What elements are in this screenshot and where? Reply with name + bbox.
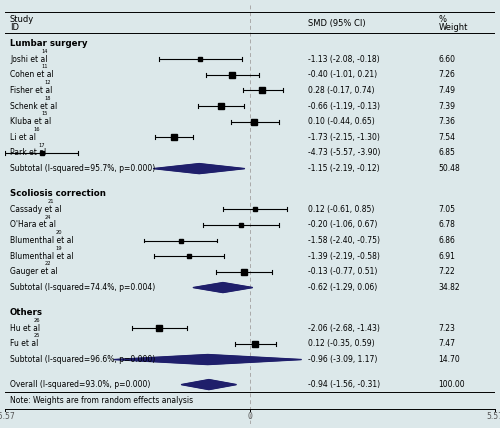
Text: -0.40 (-1.01, 0.21): -0.40 (-1.01, 0.21)	[308, 70, 377, 79]
Text: 7.05: 7.05	[438, 205, 456, 214]
Text: 24: 24	[44, 214, 51, 220]
Text: -2.06 (-2.68, -1.43): -2.06 (-2.68, -1.43)	[308, 324, 380, 333]
Text: -1.15 (-2.19, -0.12): -1.15 (-2.19, -0.12)	[308, 164, 380, 173]
Text: 6.85: 6.85	[438, 149, 456, 158]
Text: 100.00: 100.00	[438, 380, 466, 389]
Text: -0.20 (-1.06, 0.67): -0.20 (-1.06, 0.67)	[308, 220, 377, 229]
Text: Fisher et al: Fisher et al	[10, 86, 52, 95]
Text: Study: Study	[10, 15, 34, 24]
Text: 6.86: 6.86	[438, 236, 456, 245]
Text: -0.66 (-1.19, -0.13): -0.66 (-1.19, -0.13)	[308, 101, 380, 110]
Text: O'Hara et al: O'Hara et al	[10, 220, 56, 229]
Text: 26: 26	[33, 318, 40, 323]
Text: 6.91: 6.91	[438, 252, 456, 261]
Text: Note: Weights are from random effects analysis: Note: Weights are from random effects an…	[10, 396, 193, 405]
Text: -1.58 (-2.40, -0.75): -1.58 (-2.40, -0.75)	[308, 236, 380, 245]
Text: 14.70: 14.70	[438, 355, 460, 364]
Text: 12: 12	[44, 80, 51, 85]
Text: 7.39: 7.39	[438, 101, 456, 110]
Text: Cassady et al: Cassady et al	[10, 205, 62, 214]
Text: Subtotal (I-squared=95.7%, p=0.000): Subtotal (I-squared=95.7%, p=0.000)	[10, 164, 155, 173]
Text: Blumenthal et al: Blumenthal et al	[10, 252, 74, 261]
Text: 17: 17	[39, 143, 46, 148]
Text: 6.78: 6.78	[438, 220, 456, 229]
Text: -1.73 (-2.15, -1.30): -1.73 (-2.15, -1.30)	[308, 133, 380, 142]
Text: -0.13 (-0.77, 0.51): -0.13 (-0.77, 0.51)	[308, 268, 377, 276]
Text: Fu et al: Fu et al	[10, 339, 38, 348]
Text: 0.12 (-0.35, 0.59): 0.12 (-0.35, 0.59)	[308, 339, 374, 348]
Text: Overall (I-squared=93.0%, p=0.000): Overall (I-squared=93.0%, p=0.000)	[10, 380, 150, 389]
Polygon shape	[154, 163, 244, 174]
Text: 5.57: 5.57	[486, 412, 500, 421]
Text: 7.49: 7.49	[438, 86, 456, 95]
Text: 7.54: 7.54	[438, 133, 456, 142]
Text: ID: ID	[10, 23, 19, 32]
Text: 22: 22	[44, 262, 51, 267]
Text: 6.60: 6.60	[438, 54, 456, 63]
Text: 34.82: 34.82	[438, 283, 460, 292]
Text: 50.48: 50.48	[438, 164, 460, 173]
Text: 21: 21	[47, 199, 54, 204]
Text: 19: 19	[56, 246, 62, 251]
Text: Hu et al: Hu et al	[10, 324, 40, 333]
Text: 0: 0	[248, 412, 252, 421]
Text: -0.94 (-1.56, -0.31): -0.94 (-1.56, -0.31)	[308, 380, 380, 389]
Text: 11: 11	[42, 64, 48, 69]
Text: 14: 14	[42, 49, 48, 54]
Text: Subtotal (I-squared=74.4%, p=0.004): Subtotal (I-squared=74.4%, p=0.004)	[10, 283, 155, 292]
Text: -1.13 (-2.08, -0.18): -1.13 (-2.08, -0.18)	[308, 54, 380, 63]
Polygon shape	[194, 282, 252, 293]
Text: 0.12 (-0.61, 0.85): 0.12 (-0.61, 0.85)	[308, 205, 374, 214]
Text: Others: Others	[10, 308, 43, 317]
Text: Gauger et al: Gauger et al	[10, 268, 58, 276]
Text: Park et al: Park et al	[10, 149, 46, 158]
Text: -0.96 (-3.09, 1.17): -0.96 (-3.09, 1.17)	[308, 355, 377, 364]
Text: 15: 15	[42, 111, 48, 116]
Text: Cohen et al: Cohen et al	[10, 70, 54, 79]
Text: 25: 25	[33, 333, 40, 339]
Text: Li et al: Li et al	[10, 133, 36, 142]
Text: 7.22: 7.22	[438, 268, 456, 276]
Text: 7.23: 7.23	[438, 324, 456, 333]
Text: 20: 20	[56, 230, 62, 235]
Polygon shape	[182, 380, 236, 389]
Text: Scoliosis correction: Scoliosis correction	[10, 189, 106, 198]
Text: 7.26: 7.26	[438, 70, 456, 79]
Text: 16: 16	[33, 127, 40, 132]
Text: Lumbar surgery: Lumbar surgery	[10, 39, 88, 48]
Text: -5.57: -5.57	[0, 412, 15, 421]
Text: %: %	[438, 15, 446, 24]
Text: 18: 18	[44, 95, 51, 101]
Text: Blumenthal et al: Blumenthal et al	[10, 236, 74, 245]
Text: Schenk et al: Schenk et al	[10, 101, 57, 110]
Text: 7.36: 7.36	[438, 117, 456, 126]
Polygon shape	[114, 354, 302, 365]
Text: 0.10 (-0.44, 0.65): 0.10 (-0.44, 0.65)	[308, 117, 374, 126]
Text: Joshi et al: Joshi et al	[10, 54, 48, 63]
Text: -4.73 (-5.57, -3.90): -4.73 (-5.57, -3.90)	[308, 149, 380, 158]
Text: Subtotal (I-squared=96.6%, p=0.000): Subtotal (I-squared=96.6%, p=0.000)	[10, 355, 155, 364]
Text: Kluba et al: Kluba et al	[10, 117, 51, 126]
Text: 0.28 (-0.17, 0.74): 0.28 (-0.17, 0.74)	[308, 86, 374, 95]
Text: Weight: Weight	[438, 23, 468, 32]
Text: -0.62 (-1.29, 0.06): -0.62 (-1.29, 0.06)	[308, 283, 377, 292]
Text: -1.39 (-2.19, -0.58): -1.39 (-2.19, -0.58)	[308, 252, 380, 261]
Text: 7.47: 7.47	[438, 339, 456, 348]
Text: SMD (95% CI): SMD (95% CI)	[308, 19, 366, 28]
